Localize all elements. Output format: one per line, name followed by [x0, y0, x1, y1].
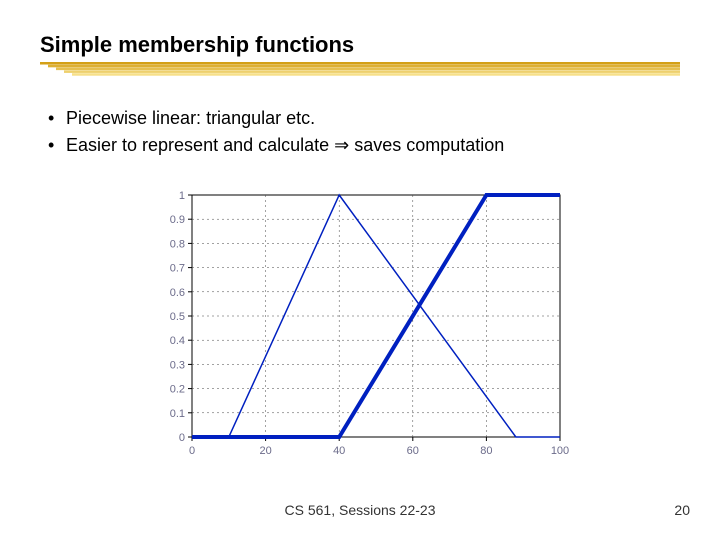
svg-text:80: 80 — [480, 445, 492, 457]
svg-text:20: 20 — [259, 445, 271, 457]
svg-text:0: 0 — [189, 445, 195, 457]
svg-text:40: 40 — [333, 445, 345, 457]
bullet-text: Easier to represent and calculate ⇒ save… — [66, 135, 504, 156]
title-underline — [40, 62, 680, 76]
svg-text:0.1: 0.1 — [170, 408, 185, 420]
svg-text:0.4: 0.4 — [170, 335, 185, 347]
bullet-item: • Easier to represent and calculate ⇒ sa… — [48, 135, 504, 156]
membership-chart: 0 0.1 0.2 0.3 0.4 0.5 0.6 0.7 0.8 0.9 1 0 20 40 60 80 10… — [150, 185, 570, 465]
svg-text:0.9: 0.9 — [170, 214, 185, 226]
svg-text:0.5: 0.5 — [170, 311, 185, 323]
svg-text:60: 60 — [407, 445, 419, 457]
svg-text:0.6: 0.6 — [170, 287, 185, 299]
svg-text:0: 0 — [179, 432, 185, 444]
svg-text:0.3: 0.3 — [170, 359, 185, 371]
svg-text:0.7: 0.7 — [170, 263, 185, 275]
page-number: 20 — [674, 502, 690, 518]
bullet-text: Piecewise linear: triangular etc. — [66, 108, 315, 129]
bullet-item: • Piecewise linear: triangular etc. — [48, 108, 504, 129]
bullet-marker: • — [48, 135, 66, 156]
slide-title: Simple membership functions — [40, 32, 354, 58]
svg-text:100: 100 — [551, 445, 569, 457]
bullet-marker: • — [48, 108, 66, 129]
svg-text:1: 1 — [179, 190, 185, 202]
svg-text:0.2: 0.2 — [170, 384, 185, 396]
svg-text:0.8: 0.8 — [170, 238, 185, 250]
bullet-list: • Piecewise linear: triangular etc. • Ea… — [48, 108, 504, 162]
slide-footer: CS 561, Sessions 22-23 — [0, 502, 720, 518]
